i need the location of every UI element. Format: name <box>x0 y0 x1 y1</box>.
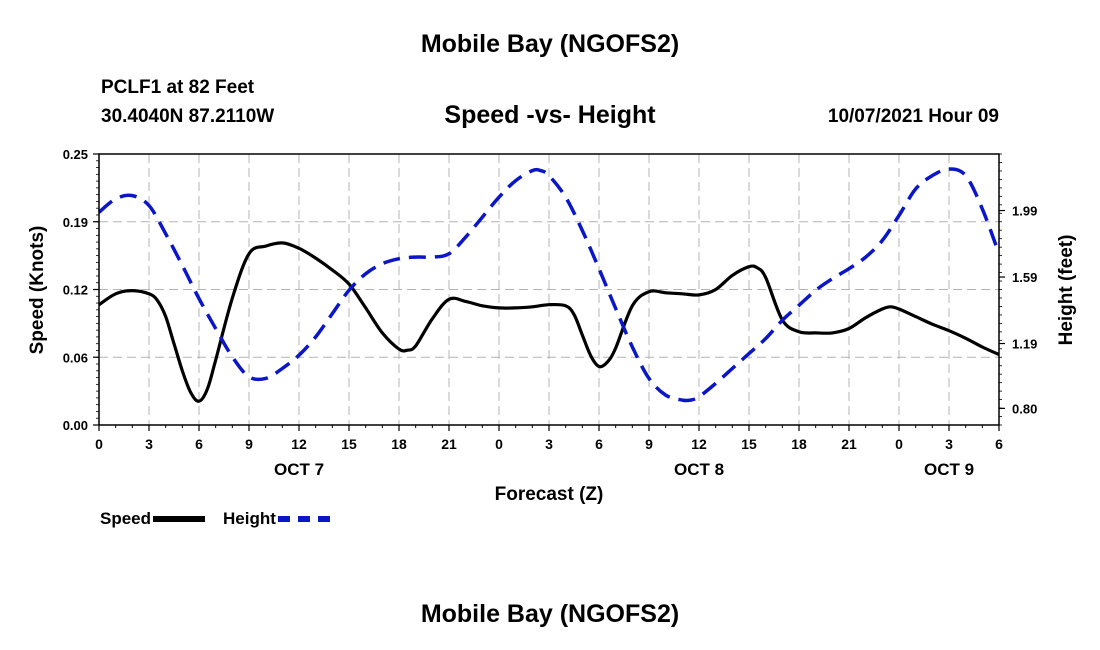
x-tick-label: 18 <box>391 436 407 452</box>
legend-height-label: Height <box>223 509 276 528</box>
x-day-label: OCT 7 <box>274 460 324 479</box>
x-tick-label: 0 <box>495 436 503 452</box>
x-tick-label: 9 <box>245 436 253 452</box>
legend-height-swatch <box>277 516 330 522</box>
x-tick-label: 3 <box>945 436 953 452</box>
series-line-speed <box>98 241 1000 403</box>
footer-title: Mobile Bay (NGOFS2) <box>420 600 680 628</box>
x-tick-label: 21 <box>841 436 857 452</box>
main-title: Mobile Bay (NGOFS2) <box>420 30 680 58</box>
axes: 0 3 6 9 12 15 18 21 0 3 6 9 12 15 18 21 0 3 6 OCT 7 OCT 8 OCT… <box>63 147 1038 479</box>
legend-speed-label: Speed <box>100 509 152 528</box>
x-tick-label: 18 <box>791 436 807 452</box>
x-axis-label: Forecast (Z) <box>495 484 604 505</box>
x-tick-label: 12 <box>291 436 307 452</box>
y2-tick-label: 0.80 <box>1012 401 1037 416</box>
x-tick-label: 21 <box>441 436 457 452</box>
chart-subtitle: Speed -vs- Height <box>444 101 656 129</box>
series-lines <box>97 167 1001 403</box>
y-tick-label: 0.12 <box>63 283 88 298</box>
y-tick-label: 0.19 <box>63 215 88 230</box>
y-tick-label: 0.06 <box>63 350 88 365</box>
legend-item-speed: Speed <box>100 509 206 529</box>
x-tick-label: 6 <box>995 436 1003 452</box>
y-axis-label: Speed (Knots) <box>27 226 48 355</box>
y2-tick-label: 1.59 <box>1012 270 1037 285</box>
x-tick-label: 6 <box>195 436 203 452</box>
x-tick-label: 3 <box>145 436 153 452</box>
y2-tick-label: 1.99 <box>1012 204 1037 219</box>
x-tick-label: 15 <box>341 436 357 452</box>
x-tick-label: 0 <box>895 436 903 452</box>
coordinates-label: 30.4040N 87.2110W <box>101 106 275 127</box>
x-tick-label: 15 <box>741 436 757 452</box>
x-tick-label: 3 <box>545 436 553 452</box>
x-tick-label: 0 <box>95 436 103 452</box>
station-label: PCLF1 at 82 Feet <box>101 77 255 98</box>
series-line-height <box>97 167 1001 403</box>
x-day-label: OCT 8 <box>674 460 724 479</box>
y-tick-label: 0.00 <box>63 418 88 433</box>
valid-time-label: 10/07/2021 Hour 09 <box>827 106 999 127</box>
legend-item-height: Height <box>223 509 330 529</box>
x-day-label: OCT 9 <box>924 460 974 479</box>
legend-speed-swatch <box>153 516 206 522</box>
legend: Speed Height <box>100 509 348 529</box>
x-tick-label: 6 <box>595 436 603 452</box>
y2-axis-label: Height (feet) <box>1056 235 1077 346</box>
y2-tick-label: 1.19 <box>1012 337 1037 352</box>
x-tick-label: 12 <box>691 436 707 452</box>
grid-lines <box>99 154 999 425</box>
x-tick-label: 9 <box>645 436 653 452</box>
y-tick-label: 0.25 <box>63 147 88 162</box>
